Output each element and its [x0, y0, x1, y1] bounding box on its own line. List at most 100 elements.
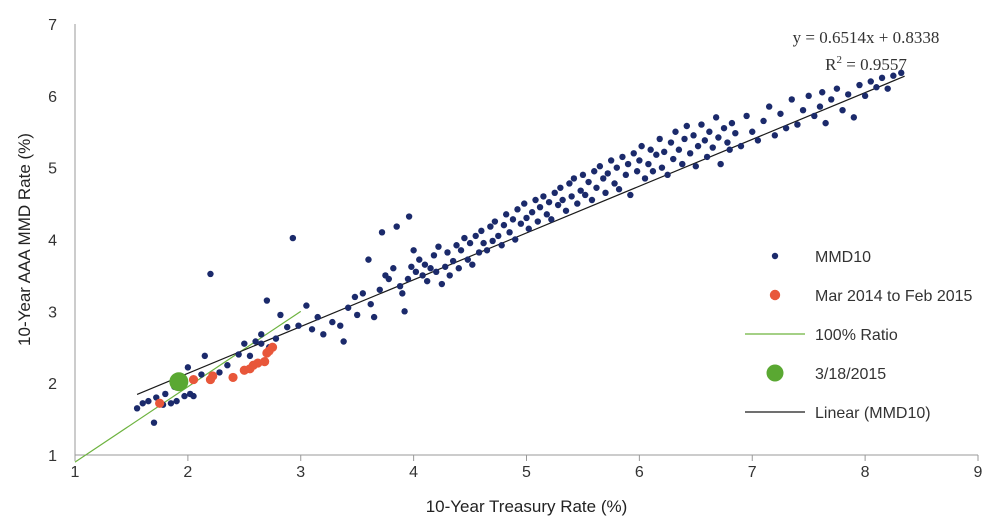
data-point — [461, 234, 468, 242]
data-point — [743, 112, 750, 120]
data-point — [638, 142, 645, 150]
data-point — [190, 392, 197, 400]
x-tick-label: 7 — [748, 464, 757, 481]
data-point — [661, 148, 668, 156]
data-point — [799, 107, 807, 114]
data-point — [675, 146, 683, 153]
data-point — [545, 198, 553, 206]
data-point — [393, 223, 400, 230]
data-point — [726, 146, 733, 153]
data-point — [604, 170, 611, 177]
r-squared-value: = 0.9557 — [842, 55, 907, 74]
legend-label: 3/18/2015 — [815, 366, 886, 383]
data-point — [622, 171, 630, 179]
data-point — [367, 300, 374, 308]
data-point — [898, 69, 905, 77]
data-point — [559, 196, 566, 204]
data-point — [554, 201, 562, 209]
data-point — [466, 239, 474, 247]
data-point — [543, 211, 551, 218]
y-axis-title: 10-Year AAA MMD Rate (%) — [15, 133, 34, 346]
data-point — [181, 392, 188, 400]
data-point — [478, 227, 485, 235]
data-point — [216, 369, 223, 376]
data-point — [581, 191, 589, 199]
data-point — [534, 218, 541, 225]
data-point — [777, 110, 784, 117]
data-point — [252, 338, 259, 345]
data-point — [681, 135, 688, 143]
data-point — [690, 132, 697, 139]
data-point — [430, 252, 438, 259]
data-point — [641, 175, 649, 182]
data-point — [512, 236, 519, 243]
data-point — [754, 137, 762, 144]
data-point — [344, 304, 352, 311]
data-point — [523, 214, 530, 222]
legend-label: 100% Ratio — [815, 327, 898, 344]
y-tick-label: 7 — [48, 17, 57, 34]
data-point — [145, 397, 152, 405]
data-point — [647, 146, 654, 153]
data-point — [664, 171, 671, 179]
data-point — [816, 103, 824, 110]
data-point — [645, 160, 652, 168]
data-point — [839, 107, 846, 114]
data-point — [706, 128, 713, 135]
data-point — [514, 206, 521, 213]
data-point — [717, 160, 724, 168]
data-point — [150, 419, 158, 426]
legend-item: Linear (MMD10) — [745, 405, 931, 422]
data-point — [585, 178, 592, 186]
data-point — [728, 119, 736, 127]
data-point — [737, 142, 745, 150]
x-tick-label: 2 — [183, 464, 192, 481]
y-tick-label: 3 — [48, 304, 57, 321]
data-point — [423, 277, 431, 285]
legend-dot-swatch — [769, 289, 781, 301]
data-point — [844, 91, 852, 98]
data-point — [246, 352, 254, 360]
data-point — [577, 187, 584, 194]
data-point — [446, 272, 453, 279]
data-point — [833, 85, 841, 92]
data-point — [732, 129, 739, 137]
data-point — [139, 400, 146, 407]
data-point — [404, 275, 412, 283]
data-point — [884, 85, 891, 92]
data-point — [184, 364, 192, 371]
regression-equation: y = 0.6514x + 0.8338 — [793, 28, 940, 47]
data-point — [329, 318, 336, 326]
x-tick-label: 8 — [861, 464, 870, 481]
x-tick-label: 4 — [409, 464, 418, 481]
data-point — [701, 137, 709, 144]
data-point — [574, 200, 581, 207]
data-point — [670, 155, 677, 163]
data-point — [455, 265, 462, 272]
x-axis-title: 10-Year Treasury Rate (%) — [426, 497, 628, 516]
data-point — [359, 290, 367, 297]
data-point — [715, 134, 722, 141]
legend-item: 3/18/2015 — [766, 364, 886, 383]
data-point — [828, 96, 835, 103]
data-point — [724, 139, 731, 146]
data-point — [337, 322, 344, 329]
data-point — [303, 302, 310, 309]
data-point — [593, 184, 600, 191]
data-point — [412, 268, 420, 276]
data-point — [658, 164, 666, 171]
data-point — [861, 92, 869, 100]
data-point — [421, 261, 429, 268]
data-point — [613, 164, 620, 171]
legend-label: Linear (MMD10) — [815, 405, 931, 422]
data-point — [607, 157, 615, 164]
data-point — [277, 311, 284, 319]
data-point — [683, 122, 690, 130]
data-point — [506, 229, 513, 236]
data-point — [419, 272, 426, 279]
highlight-series-point — [260, 357, 270, 367]
data-point — [692, 163, 700, 170]
data-point — [679, 160, 686, 168]
data-point — [615, 186, 623, 193]
